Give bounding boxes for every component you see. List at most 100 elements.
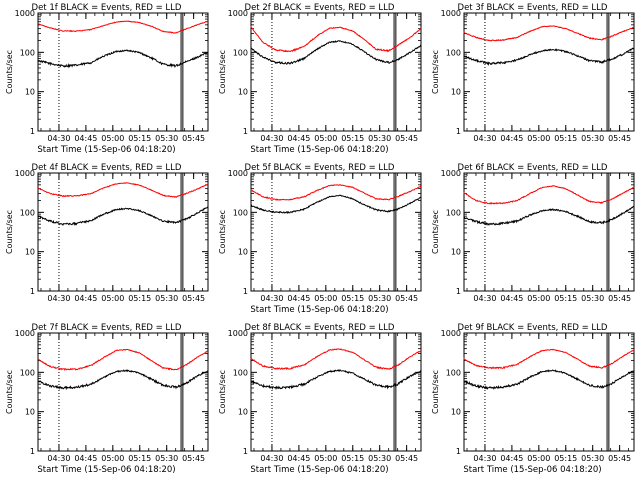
lld-series-line — [250, 26, 422, 53]
x-tick-label: 05:15 — [128, 134, 151, 143]
x-tick-label: 04:30 — [260, 294, 283, 303]
y-tick-label: 10 — [451, 248, 461, 257]
y-tick-label: 1 — [456, 287, 461, 296]
x-tick-label: 05:00 — [101, 454, 124, 463]
y-tick-label: 100 — [233, 208, 248, 217]
lld-series-line — [463, 25, 635, 42]
events-series-line — [463, 369, 635, 390]
x-tick-label: 05:30 — [581, 454, 604, 463]
x-tick-label: 04:45 — [287, 454, 310, 463]
lld-series-line — [463, 184, 635, 205]
detector-panel: Det 7f BLACK = Events, RED = LLD 1 10 100 10… — [0, 320, 213, 480]
x-tick-label: 04:30 — [47, 134, 70, 143]
x-tick-label: 04:30 — [473, 454, 496, 463]
x-tick-label: 05:45 — [182, 294, 205, 303]
x-tick-label: 04:45 — [500, 294, 523, 303]
panel-plot: 1 10 100 1000 Counts/sec 04:30 04:45 05:00 05:15… — [5, 329, 209, 463]
y-tick-label: 10 — [451, 88, 461, 97]
x-tick-label: 05:45 — [182, 454, 205, 463]
x-tick-label: 04:30 — [260, 454, 283, 463]
x-tick-label: 05:30 — [155, 294, 178, 303]
lld-series-line — [37, 348, 209, 371]
detector-panel: Det 1f BLACK = Events, RED = LLD 1 10 100 10… — [0, 0, 213, 160]
panel-plot: 1 10 100 1000 Counts/sec 04:30 04:45 05:00 05:15… — [431, 329, 635, 463]
y-tick-label: 1000 — [228, 9, 248, 18]
x-tick-label: 05:15 — [554, 134, 577, 143]
plot-frame — [250, 332, 422, 452]
y-tick-label: 1 — [456, 127, 461, 136]
lld-series-line — [250, 348, 422, 371]
x-tick-label: 05:00 — [101, 134, 124, 143]
x-tick-label: 04:30 — [473, 294, 496, 303]
y-axis-label: Counts/sec — [5, 50, 14, 94]
panel-plot: 1 10 100 1000 Counts/sec 04:30 04:45 05:00 05:15… — [218, 329, 422, 463]
events-series-line — [37, 369, 209, 391]
y-tick-label: 1 — [30, 127, 35, 136]
y-tick-label: 100 — [446, 48, 461, 57]
x-axis-label: Start Time (15-Sep-06 04:18:20) — [463, 465, 602, 475]
x-tick-label: 05:00 — [314, 294, 337, 303]
detector-panel: Det 8f BLACK = Events, RED = LLD 1 10 100 10… — [213, 320, 426, 480]
lld-series-line — [37, 20, 209, 34]
y-tick-label: 1 — [30, 447, 35, 456]
plot-frame — [37, 332, 209, 452]
panel-title: Det 1f BLACK = Events, RED = LLD — [31, 3, 182, 13]
y-tick-label: 10 — [238, 248, 248, 257]
plot-frame — [250, 172, 422, 292]
x-axis-label: Start Time (15-Sep-06 04:18:20) — [37, 145, 176, 155]
y-tick-label: 1000 — [441, 169, 461, 178]
panel-title: Det 8f BLACK = Events, RED = LLD — [244, 323, 395, 333]
events-series-line — [250, 194, 421, 214]
x-tick-label: 05:45 — [608, 134, 631, 143]
y-axis-label: Counts/sec — [431, 50, 440, 94]
plot-frame — [463, 332, 635, 452]
y-tick-label: 1 — [243, 287, 248, 296]
panel-title: Det 6f BLACK = Events, RED = LLD — [457, 163, 608, 173]
x-tick-label: 05:30 — [368, 294, 391, 303]
lld-series-line — [250, 184, 421, 201]
y-tick-label: 100 — [446, 368, 461, 377]
x-tick-label: 05:30 — [368, 454, 391, 463]
x-tick-label: 05:15 — [128, 294, 151, 303]
panel-plot: 1 10 100 1000 Counts/sec 04:30 04:45 05:00 05:15… — [431, 169, 635, 303]
detector-panel: Det 6f BLACK = Events, RED = LLD 1 10 100 10… — [426, 160, 639, 320]
y-tick-label: 1000 — [441, 9, 461, 18]
y-tick-label: 1000 — [15, 9, 35, 18]
x-tick-label: 04:45 — [74, 454, 97, 463]
x-tick-label: 05:45 — [395, 454, 418, 463]
plot-frame — [463, 172, 635, 292]
x-tick-label: 05:30 — [581, 294, 604, 303]
plot-frame — [463, 12, 635, 132]
x-tick-label: 04:45 — [74, 134, 97, 143]
x-tick-label: 04:45 — [500, 134, 523, 143]
x-tick-label: 05:00 — [101, 294, 124, 303]
panel-title: Det 7f BLACK = Events, RED = LLD — [31, 323, 182, 333]
y-tick-label: 1 — [456, 447, 461, 456]
x-tick-label: 05:45 — [608, 454, 631, 463]
y-tick-label: 1 — [30, 287, 35, 296]
x-tick-label: 05:15 — [554, 294, 577, 303]
panel-title: Det 4f BLACK = Events, RED = LLD — [31, 163, 182, 173]
y-axis-label: Counts/sec — [431, 210, 440, 254]
x-tick-label: 04:30 — [260, 134, 283, 143]
detector-panel: Det 9f BLACK = Events, RED = LLD 1 10 100 10… — [426, 320, 639, 480]
x-tick-label: 05:45 — [182, 134, 205, 143]
x-tick-label: 05:15 — [341, 454, 364, 463]
y-tick-label: 10 — [25, 88, 35, 97]
panel-title: Det 9f BLACK = Events, RED = LLD — [457, 323, 608, 333]
panel-plot: 1 10 100 1000 Counts/sec 04:30 04:45 05:00 05:15… — [218, 169, 422, 303]
x-axis-label: Start Time (15-Sep-06 04:18:20) — [37, 465, 176, 475]
detector-panel: Det 2f BLACK = Events, RED = LLD 1 10 100 10… — [213, 0, 426, 160]
events-series-line — [250, 368, 422, 391]
y-axis-label: Counts/sec — [5, 370, 14, 414]
y-tick-label: 1000 — [228, 329, 248, 338]
x-tick-label: 05:00 — [314, 454, 337, 463]
y-axis-label: Counts/sec — [218, 210, 227, 254]
y-axis-label: Counts/sec — [218, 370, 227, 414]
detector-panel: Det 4f BLACK = Events, RED = LLD 1 10 100 10… — [0, 160, 213, 320]
x-tick-label: 04:30 — [47, 454, 70, 463]
x-tick-label: 04:45 — [500, 454, 523, 463]
x-tick-label: 05:30 — [368, 134, 391, 143]
panel-plot: 1 10 100 1000 Counts/sec 04:30 04:45 05:00 05:15… — [5, 169, 209, 303]
